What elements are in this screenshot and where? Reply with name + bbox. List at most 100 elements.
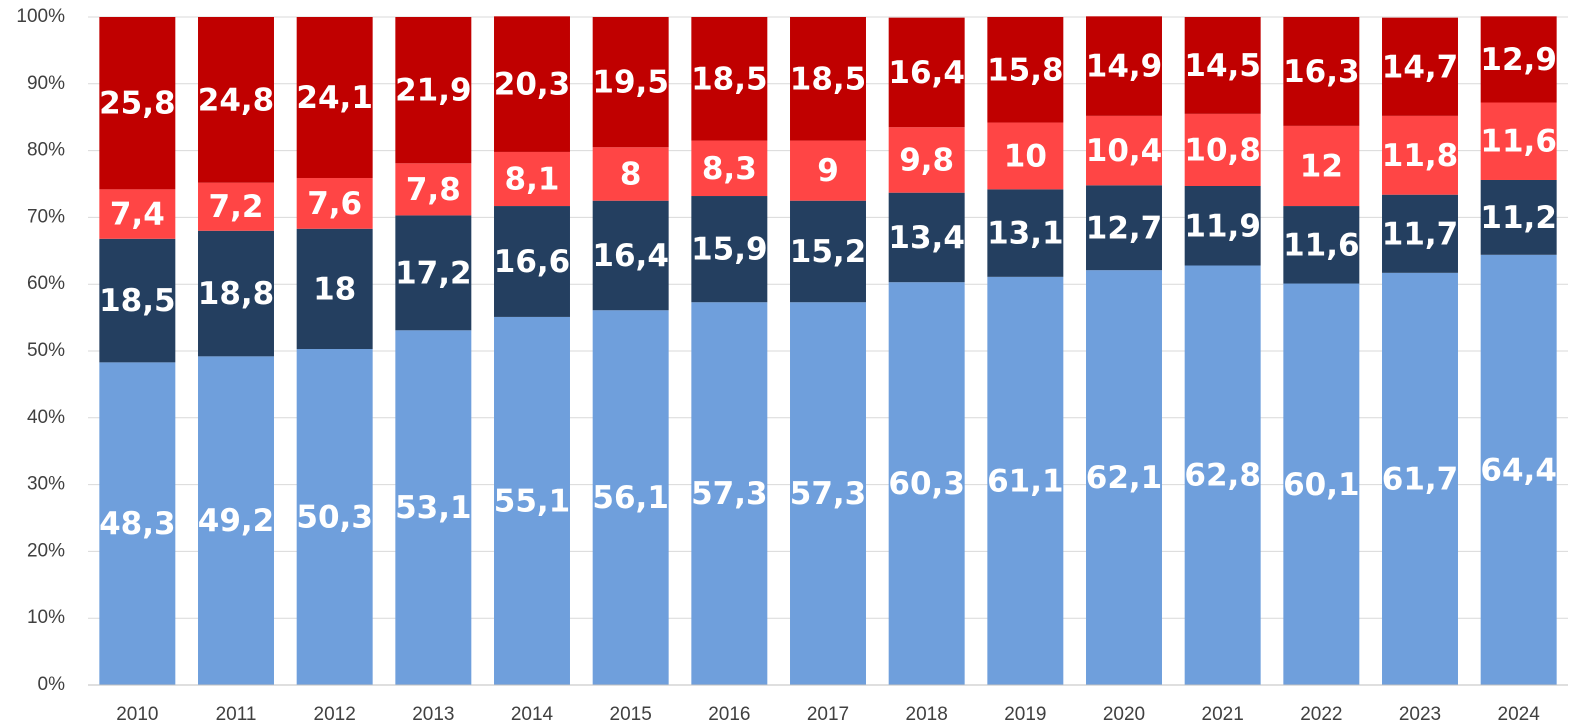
bar-segment — [592, 310, 669, 685]
bar-segment — [1382, 272, 1458, 685]
data-label: 11,8 — [1382, 138, 1459, 174]
data-label: 8,1 — [505, 161, 560, 197]
y-tick-label: 80% — [27, 140, 65, 161]
bar-segment — [99, 238, 176, 363]
data-label: 7,4 — [110, 197, 165, 233]
bar-segment — [198, 230, 274, 357]
data-label: 18,8 — [198, 276, 275, 312]
data-label: 49,2 — [198, 503, 275, 539]
data-label: 50,3 — [296, 499, 373, 535]
bar-segment — [1086, 270, 1162, 685]
data-label: 18 — [313, 271, 356, 307]
x-tick-label: 2019 — [1004, 704, 1046, 725]
x-tick-label: 2015 — [610, 704, 652, 725]
y-tick-label: 90% — [27, 73, 65, 94]
bar-segment — [888, 127, 965, 193]
y-tick-label: 20% — [27, 540, 65, 561]
bar-segment — [888, 282, 965, 685]
y-tick-label: 100% — [16, 6, 65, 27]
data-label: 48,3 — [99, 506, 176, 542]
bar-segment — [987, 189, 1064, 277]
bar-segment — [1480, 254, 1557, 686]
data-label: 15,8 — [987, 52, 1064, 88]
x-tick-label: 2022 — [1300, 704, 1342, 725]
bar-segment — [592, 200, 669, 311]
data-label: 62,8 — [1184, 458, 1261, 494]
data-label: 18,5 — [99, 283, 176, 319]
bar-segment — [790, 17, 866, 141]
y-tick-label: 0% — [38, 674, 66, 695]
bar-segment — [888, 17, 965, 128]
data-label: 21,9 — [395, 73, 472, 109]
bar-segment — [1086, 185, 1162, 271]
data-label: 19,5 — [592, 65, 669, 101]
bar-segment — [395, 330, 472, 685]
data-label: 13,1 — [987, 216, 1064, 252]
bar-segment — [1480, 16, 1557, 103]
x-tick-label: 2014 — [511, 704, 554, 725]
data-label: 8 — [620, 156, 642, 192]
y-tick-label: 40% — [27, 407, 65, 428]
bar-segment — [987, 122, 1064, 190]
data-label: 61,1 — [987, 463, 1064, 499]
data-label: 10,4 — [1086, 133, 1163, 169]
x-tick-label: 2016 — [708, 704, 750, 725]
y-tick-label: 60% — [27, 273, 65, 294]
bar-segment — [1480, 179, 1557, 255]
x-tick-label: 2021 — [1202, 704, 1244, 725]
bar-segment — [790, 302, 866, 685]
x-tick-label: 2012 — [314, 704, 356, 725]
data-label: 7,8 — [406, 172, 461, 208]
y-tick-label: 70% — [27, 206, 65, 227]
bar-segment — [1283, 17, 1360, 126]
bar-segment — [395, 17, 472, 164]
bar-segment — [198, 356, 274, 685]
data-label: 25,8 — [99, 86, 176, 122]
y-tick-label: 10% — [27, 607, 65, 628]
data-label: 17,2 — [395, 255, 472, 291]
data-label: 16,4 — [592, 238, 669, 274]
bar-segment — [99, 17, 176, 190]
bar-segment — [691, 302, 768, 685]
data-label: 10,8 — [1184, 132, 1261, 168]
data-label: 7,2 — [209, 189, 264, 225]
data-label: 14,5 — [1184, 48, 1261, 84]
data-label: 15,9 — [691, 232, 768, 268]
data-label: 62,1 — [1086, 460, 1163, 496]
bar-segment — [99, 189, 176, 239]
bar-segment — [395, 215, 472, 331]
data-label: 64,4 — [1480, 452, 1557, 488]
bar-segment — [198, 17, 274, 183]
data-label: 16,6 — [494, 244, 571, 280]
data-label: 11,9 — [1184, 208, 1261, 244]
bar-segment — [296, 17, 373, 178]
data-label: 8,3 — [702, 151, 757, 187]
data-label: 16,4 — [888, 55, 965, 91]
bar-segment — [1184, 17, 1261, 114]
data-label: 16,3 — [1283, 54, 1360, 90]
data-label: 11,6 — [1480, 124, 1557, 160]
bar-segment — [1184, 265, 1261, 685]
bar-segment — [1382, 115, 1458, 195]
bar-segment — [296, 177, 373, 229]
bar-segment — [592, 147, 669, 201]
data-label: 24,8 — [198, 82, 275, 118]
y-tick-label: 30% — [27, 474, 65, 495]
data-label: 13,4 — [888, 220, 965, 256]
bar-segment — [1382, 17, 1458, 116]
data-label: 60,1 — [1283, 467, 1360, 503]
bar-segment — [691, 196, 768, 303]
bar-segment — [1086, 115, 1162, 186]
data-label: 12,9 — [1480, 42, 1557, 78]
bar-segment — [198, 182, 274, 231]
bar-segment — [888, 192, 965, 283]
data-label: 12 — [1300, 148, 1343, 184]
bar-segment — [790, 200, 866, 303]
data-label: 9,8 — [899, 142, 954, 178]
bar-segment — [592, 17, 669, 148]
data-label: 12,7 — [1086, 210, 1163, 246]
data-label: 14,9 — [1086, 49, 1163, 85]
y-tick-label: 50% — [27, 340, 65, 361]
x-tick-label: 2024 — [1498, 704, 1541, 725]
